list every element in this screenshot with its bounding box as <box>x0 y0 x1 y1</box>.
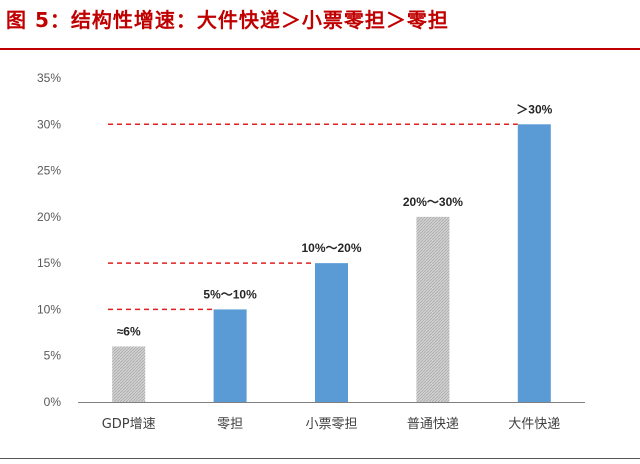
x-tick-label: 大件快递 <box>508 417 560 432</box>
bar-3 <box>315 263 348 402</box>
data-label: ≈6% <box>117 324 141 338</box>
bars <box>112 124 551 403</box>
y-tick-label: 5% <box>44 349 62 363</box>
data-label: 5%～10% <box>203 287 257 301</box>
x-tick-label: 零担 <box>217 417 243 432</box>
bar-2 <box>213 309 247 402</box>
data-labels: ≈6% 5%～10% 10%～20% 20%～30% ＞30% <box>117 102 553 338</box>
x-tick-label: 普通快递 <box>407 417 459 432</box>
data-label: 20%～30% <box>403 195 463 209</box>
x-tick-label: GDP增速 <box>102 417 156 432</box>
y-tick-label: 35% <box>37 71 61 85</box>
y-tick-label: 20% <box>37 210 61 224</box>
y-tick-label: 10% <box>37 302 61 316</box>
y-tick-label: 25% <box>37 164 61 178</box>
x-tick-label: 小票零担 <box>305 417 357 432</box>
y-axis: 0% 5% 10% 15% 20% 25% 30% 35% <box>37 71 61 409</box>
data-label: 10%～20% <box>301 241 361 255</box>
bottom-rule <box>0 458 640 459</box>
reference-lines <box>108 123 518 311</box>
y-tick-label: 15% <box>37 256 61 270</box>
data-label: ＞30% <box>516 102 552 116</box>
title-underline <box>0 48 640 50</box>
y-tick-label: 30% <box>37 117 61 131</box>
bar-5 <box>517 124 551 403</box>
x-axis: GDP增速 零担 小票零担 普通快递 大件快递 <box>78 402 585 432</box>
bar-1 <box>112 346 146 402</box>
figure-title: 图 5：结构性增速：大件快递＞小票零担＞零担 <box>6 8 449 32</box>
bar-4 <box>416 216 450 402</box>
y-tick-label: 0% <box>44 395 62 409</box>
